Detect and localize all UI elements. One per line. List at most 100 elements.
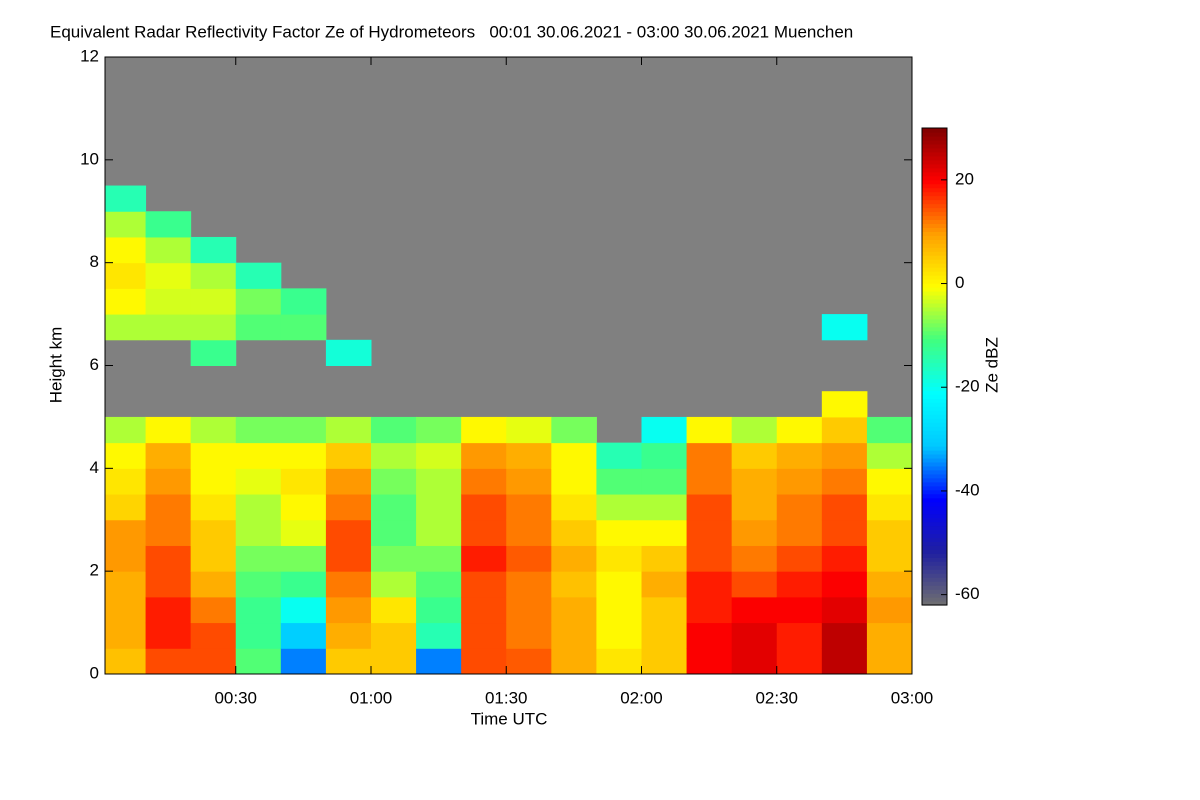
heatmap-cell [866, 416, 912, 444]
heatmap-cell [776, 416, 823, 444]
heatmap-cell [190, 571, 237, 598]
heatmap-cell [145, 468, 192, 495]
colorbar-swatch [922, 322, 947, 328]
heatmap-cell [686, 468, 733, 495]
heatmap-cell [280, 519, 327, 546]
heatmap-cell [731, 416, 778, 444]
heatmap-cell [821, 416, 868, 444]
colorbar-swatch [922, 334, 947, 340]
colorbar-swatch [922, 545, 947, 550]
colorbar-swatch [922, 338, 947, 344]
heatmap-cell [461, 545, 507, 572]
heatmap-cell [821, 519, 868, 546]
heatmap-cell [731, 468, 778, 495]
heatmap-cell [641, 571, 688, 598]
colorbar-swatch [922, 151, 947, 157]
heatmap-cell [461, 519, 507, 546]
heatmap-cell [280, 622, 327, 649]
heatmap-cell [145, 571, 192, 598]
colorbar-swatch [922, 191, 947, 197]
colorbar-swatch [922, 128, 947, 133]
heatmap-cell [370, 494, 417, 521]
heatmap-cell [190, 648, 237, 674]
y-tick-label: 4 [90, 458, 99, 477]
colorbar-swatch [922, 529, 947, 535]
heatmap-cell [325, 494, 372, 521]
heatmap-cell [731, 571, 778, 598]
heatmap-cell [325, 648, 372, 674]
heatmap-cell [280, 494, 327, 521]
heatmap-cell [190, 545, 237, 572]
heatmap-cell [235, 519, 282, 546]
heatmap-cell [776, 622, 823, 649]
heatmap-cell [686, 571, 733, 598]
heatmap-cell [235, 596, 282, 624]
heatmap-cell [596, 571, 642, 598]
y-tick-label: 2 [90, 561, 99, 580]
colorbar-swatch [922, 147, 947, 153]
heatmap-cell [280, 648, 327, 674]
heatmap-cell [776, 648, 823, 674]
heatmap-cell [866, 519, 912, 546]
heatmap-cell [461, 468, 507, 495]
y-tick-label: 12 [80, 46, 99, 65]
heatmap-cell [686, 416, 733, 444]
colorbar-swatch [922, 497, 947, 503]
colorbar-swatch [922, 167, 947, 173]
heatmap-cell [821, 648, 868, 674]
heatmap-cell [416, 468, 462, 495]
heatmap-cell [145, 262, 192, 289]
colorbar-swatch [922, 430, 947, 435]
heatmap-cell [551, 416, 597, 444]
colorbar-swatch [922, 521, 947, 527]
heatmap-cell [596, 468, 642, 495]
heatmap-cell [325, 442, 372, 469]
heatmap-cell [596, 519, 642, 546]
heatmap-cell [866, 622, 912, 649]
heatmap-cell [551, 468, 597, 495]
heatmap-cell [105, 571, 147, 598]
y-tick-label: 6 [90, 355, 99, 374]
heatmap-cell [105, 314, 147, 341]
heatmap-cell [551, 519, 597, 546]
heatmap-cell [461, 442, 507, 469]
heatmap-cell [190, 262, 237, 289]
heatmap-cell [416, 545, 462, 572]
heatmap-cell [506, 571, 552, 598]
colorbar-swatch [922, 394, 947, 399]
colorbar-swatch [922, 175, 947, 181]
colorbar-swatch [922, 386, 947, 391]
colorbar-swatch [922, 374, 947, 380]
heatmap-cell [731, 494, 778, 521]
heatmap-cell [866, 468, 912, 495]
colorbar-swatch [922, 279, 947, 284]
heatmap-cell [821, 391, 868, 418]
heatmap-cell [686, 519, 733, 546]
heatmap-cell [821, 314, 868, 341]
colorbar-swatch [922, 290, 947, 296]
heatmap-cell [641, 622, 688, 649]
colorbar-swatch [922, 402, 947, 407]
heatmap-cell [370, 468, 417, 495]
heatmap-cell [731, 648, 778, 674]
heatmap-cell [506, 519, 552, 546]
heatmap-cell [370, 571, 417, 598]
colorbar-swatch [922, 585, 947, 590]
colorbar-swatch [922, 446, 947, 451]
heatmap-cell [641, 596, 688, 624]
heatmap-cell [551, 442, 597, 469]
colorbar-swatch [922, 139, 947, 145]
heatmap-cell [641, 648, 688, 674]
heatmap-cell [641, 442, 688, 469]
colorbar-swatch [922, 362, 947, 368]
heatmap-cell [105, 519, 147, 546]
heatmap-cell [190, 442, 237, 469]
colorbar-swatch [922, 481, 947, 487]
colorbar-swatch [922, 513, 947, 519]
heatmap-cell [235, 262, 282, 289]
heatmap-cell [551, 622, 597, 649]
heatmap-cell [506, 494, 552, 521]
heatmap-cell [370, 596, 417, 624]
heatmap-cell [461, 416, 507, 444]
heatmap-cell [866, 545, 912, 572]
